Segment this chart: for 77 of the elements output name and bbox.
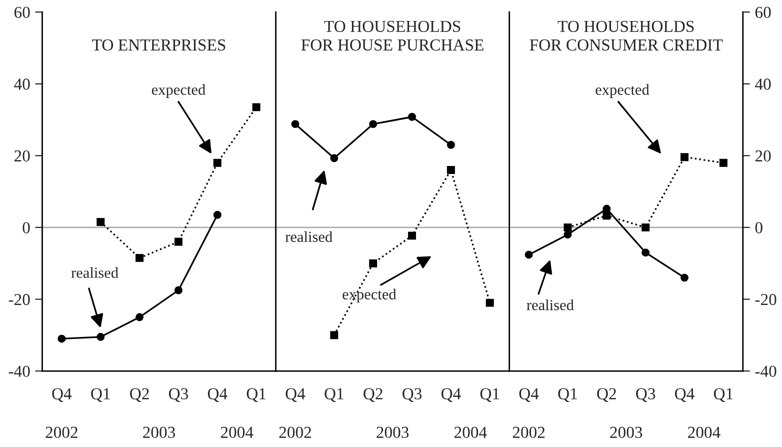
text: TO HOUSEHOLDS FOR CONSUMER CREDIT: [530, 20, 723, 51]
point: [680, 274, 689, 282]
point: [369, 259, 378, 268]
point: [330, 331, 338, 340]
y-tick-label: 20: [755, 150, 771, 162]
point: [408, 232, 416, 240]
point: [642, 223, 650, 232]
point: [486, 298, 494, 307]
x-tick-label: Q4: [675, 388, 694, 402]
y-tick-label: -20: [755, 294, 776, 306]
text: 2002: [279, 426, 311, 438]
text: TO HOUSEHOLDS FOR HOUSE PURCHASE: [301, 20, 484, 51]
text: 2004: [688, 426, 720, 438]
point: [564, 223, 572, 232]
text: 2003: [376, 426, 409, 438]
x-tick-label: Q4: [208, 388, 228, 402]
point: [58, 334, 66, 343]
x-tick-label: Q4: [441, 388, 461, 402]
text: TO ENTERPRISES: [92, 39, 226, 51]
point: [213, 210, 222, 219]
x-tick-label: Q1: [480, 388, 500, 402]
y-tick-label: 60: [14, 6, 30, 18]
x-tick-label: Q4: [52, 388, 72, 402]
x-tick-label: Q4: [519, 388, 539, 402]
y-tick-label: 40: [14, 78, 30, 90]
annotation: expected: [342, 288, 396, 303]
y-tick-label: 0: [22, 222, 30, 234]
point: [408, 112, 416, 121]
annotation: expected: [596, 84, 650, 98]
point: [446, 166, 455, 174]
x-tick-label: Q3: [168, 388, 188, 402]
point: [680, 153, 689, 162]
y-tick-label: -20: [8, 294, 30, 306]
x-tick-label: Q1: [91, 388, 110, 402]
point: [602, 212, 611, 220]
x-tick-label: Q2: [130, 388, 149, 402]
y-tick-label: 0: [755, 222, 762, 234]
annotation: expected: [152, 84, 206, 98]
point: [213, 158, 222, 167]
point: [446, 140, 455, 149]
x-tick-label: Q2: [364, 388, 382, 402]
text: 2004: [220, 426, 254, 438]
x-tick-label: Q3: [636, 388, 656, 402]
point: [719, 158, 728, 167]
x-tick-label: Q1: [324, 388, 344, 402]
y-tick-label: 40: [755, 78, 771, 90]
text: 2003: [143, 426, 176, 438]
point: [96, 332, 105, 341]
annotation: realised: [285, 231, 332, 242]
point: [524, 250, 533, 259]
point: [330, 154, 338, 162]
annotation: realised: [526, 299, 574, 310]
y-tick-label: -40: [755, 366, 776, 377]
text: 2003: [610, 426, 642, 438]
point: [369, 120, 378, 128]
point: [291, 120, 300, 128]
text: 2002: [512, 426, 545, 438]
point: [136, 254, 144, 262]
x-tick-label: Q2: [597, 388, 616, 402]
point: [174, 238, 182, 246]
y-tick-label: 60: [755, 6, 771, 18]
x-tick-label: Q3: [402, 388, 422, 402]
text: 2004: [454, 426, 487, 438]
point: [96, 218, 105, 226]
x-tick-label: Q1: [558, 388, 577, 402]
point: [174, 286, 182, 294]
point: [564, 230, 572, 239]
annotation: realised: [71, 267, 118, 278]
x-tick-label: Q1: [246, 388, 266, 402]
x-tick-label: Q1: [714, 388, 733, 402]
text: 2002: [46, 426, 78, 438]
point: [252, 103, 260, 112]
point: [136, 313, 144, 322]
x-tick-label: Q4: [286, 388, 306, 402]
y-tick-label: -40: [8, 366, 30, 377]
y-tick-label: 20: [14, 150, 30, 162]
point: [642, 248, 650, 257]
